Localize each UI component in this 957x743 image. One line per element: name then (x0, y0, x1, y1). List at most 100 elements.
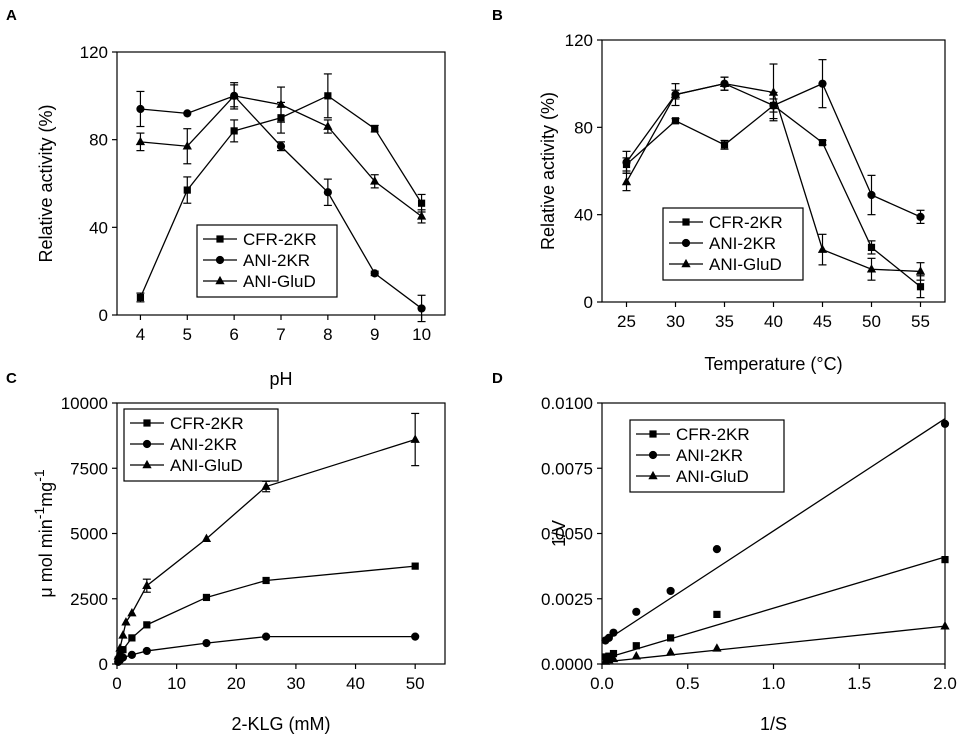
x-axis-label: 1/S (760, 714, 787, 734)
data-point (370, 176, 380, 185)
data-point (127, 607, 137, 617)
data-point (183, 186, 191, 194)
x-tick-label: 0.0 (590, 674, 614, 693)
x-axis-label: 2-KLG (mM) (232, 714, 331, 734)
data-point (665, 647, 676, 656)
y-axis-label: Relative activity (%) (36, 104, 56, 262)
x-tick-label: 25 (617, 312, 636, 331)
data-point (941, 556, 949, 564)
data-point (183, 109, 192, 118)
legend-label: ANI-GluD (243, 272, 316, 291)
data-point (118, 653, 128, 662)
y-axis-label-part: -1 (31, 469, 47, 482)
y-axis-label-part: mg (36, 482, 56, 507)
data-point (719, 78, 730, 87)
x-tick-label: 40 (764, 312, 783, 331)
x-tick-label: 10 (167, 674, 186, 693)
y-tick-label: 10000 (61, 394, 108, 413)
legend-marker (142, 439, 152, 449)
x-tick-label: 7 (276, 325, 285, 344)
data-point (818, 139, 827, 147)
legend-marker (648, 470, 658, 480)
y-axis-label-part: -1 (31, 507, 47, 520)
data-point (135, 136, 146, 146)
legend-marker (682, 218, 690, 226)
panel-letter: A (6, 7, 17, 24)
series-ANI-2KR (114, 632, 420, 667)
y-axis-label: Relative activity (%) (538, 92, 558, 250)
x-tick-label: 5 (183, 325, 192, 344)
data-point (115, 643, 125, 652)
data-point (202, 593, 211, 602)
data-point (712, 643, 722, 652)
x-tick-label: 0.5 (676, 674, 700, 693)
legend-label: CFR-2KR (170, 414, 244, 433)
data-point (113, 651, 123, 660)
data-point (371, 125, 379, 133)
series-ANI-GluD (113, 412, 420, 660)
legend-label: CFR-2KR (709, 213, 783, 232)
x-tick-label: 35 (715, 312, 734, 331)
x-tick-label: 0 (112, 674, 121, 693)
x-tick-label: 6 (229, 325, 238, 344)
data-point (201, 533, 212, 543)
data-point (323, 188, 332, 197)
data-point (940, 419, 950, 428)
data-point (417, 304, 426, 313)
legend-marker (649, 430, 657, 438)
data-point (866, 264, 877, 273)
x-tick-label: 55 (911, 312, 930, 331)
legend-label: ANI-2KR (676, 446, 743, 465)
data-point (666, 586, 675, 596)
series-ANI-GluD (600, 621, 950, 665)
data-point (631, 651, 641, 660)
data-point (916, 212, 925, 221)
panel-A: A 4 5 6 7 8 9 10 0 40 80 120 pH Relative activity (%)… (6, 7, 446, 389)
y-tick-label: 0.0025 (541, 590, 593, 609)
fit-line (601, 418, 946, 644)
data-point (713, 610, 721, 619)
legend-label: ANI-2KR (170, 435, 237, 454)
data-point (142, 646, 151, 656)
series-ANI-2KR (601, 418, 950, 645)
y-tick-label: 0 (99, 655, 108, 674)
data-point (632, 642, 640, 650)
data-point (817, 244, 828, 253)
y-tick-label: 120 (80, 43, 108, 62)
x-tick-label: 40 (346, 674, 365, 693)
data-point (867, 243, 876, 252)
y-axis-label: 1/V (549, 520, 569, 547)
data-point (940, 621, 950, 630)
legend-label: ANI-2KR (709, 234, 776, 253)
series-ANI-GluD (135, 84, 427, 224)
legend-marker (142, 459, 152, 469)
data-point (324, 92, 332, 100)
data-point (671, 117, 680, 125)
data-point (622, 158, 631, 167)
data-point (632, 607, 641, 616)
y-axis-label-part: μ mol min (36, 519, 56, 597)
y-tick-label: 0 (99, 306, 108, 325)
data-point (202, 639, 211, 648)
data-point (127, 650, 137, 659)
legend-marker (143, 419, 151, 427)
y-tick-label: 7500 (70, 459, 108, 478)
data-point (118, 630, 128, 639)
x-axis-label: pH (269, 369, 292, 389)
data-point (143, 621, 151, 629)
x-tick-label: 20 (227, 674, 246, 693)
data-point (621, 176, 632, 186)
y-tick-label: 40 (89, 218, 108, 237)
data-point (416, 211, 427, 220)
x-tick-label: 2.0 (933, 674, 957, 693)
data-point (323, 121, 333, 130)
data-point (670, 89, 681, 98)
data-point (411, 632, 420, 641)
data-point (276, 99, 286, 108)
legend-marker (215, 255, 225, 265)
data-point (276, 142, 286, 151)
y-tick-label: 0.0075 (541, 459, 593, 478)
data-point (411, 562, 419, 570)
data-point (182, 141, 192, 150)
